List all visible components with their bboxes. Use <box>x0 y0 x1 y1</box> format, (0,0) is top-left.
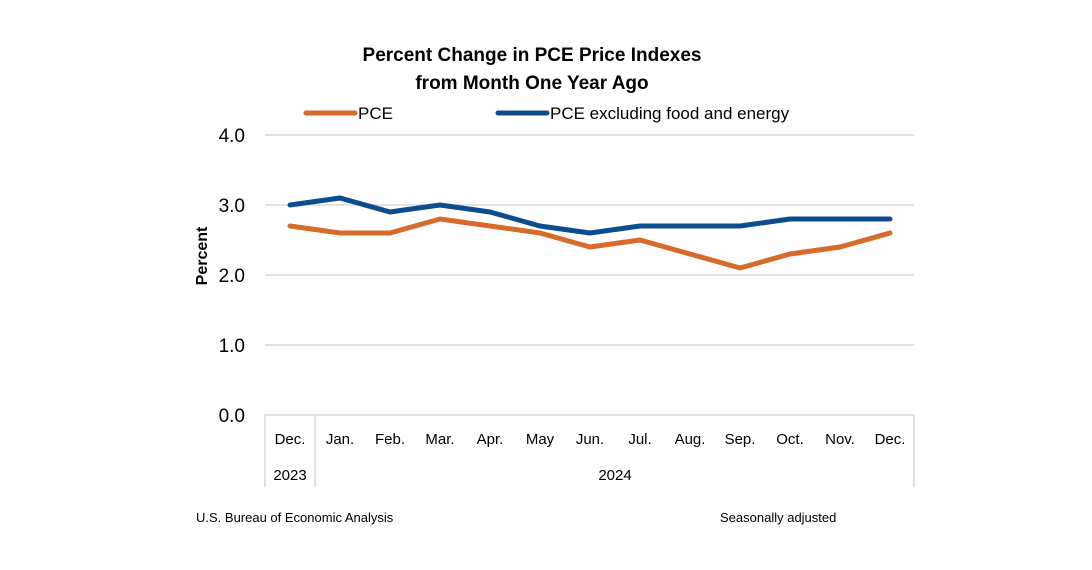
x-tick-label: May <box>526 431 555 448</box>
x-tick-label: Mar. <box>425 431 454 448</box>
year-label: 2023 <box>273 467 306 484</box>
x-tick-label: Sep. <box>725 431 756 448</box>
chart-title-line-1: Percent Change in PCE Price Indexes <box>363 45 702 66</box>
x-tick-label: Dec. <box>875 431 906 448</box>
series-line-pce <box>287 216 893 271</box>
y-tick-label: 0.0 <box>219 406 245 427</box>
legend-label-core-pce: PCE excluding food and energy <box>550 104 790 123</box>
y-axis-label: Percent <box>194 226 211 285</box>
y-tick-label: 4.0 <box>219 126 245 147</box>
chart-title-line-2: from Month One Year Ago <box>415 73 648 94</box>
x-tick-label: Jun. <box>576 431 604 448</box>
y-tick-label: 2.0 <box>219 266 245 287</box>
legend-label-pce: PCE <box>358 104 393 123</box>
legend: PCE PCE excluding food and energy <box>303 104 790 123</box>
gridlines <box>265 134 914 346</box>
x-tick-label: Aug. <box>675 431 706 448</box>
year-label: 2024 <box>598 467 631 484</box>
source-note: U.S. Bureau of Economic Analysis <box>196 510 394 525</box>
x-tick-label: Nov. <box>825 431 855 448</box>
x-tick-label: Feb. <box>375 431 405 448</box>
x-axis-frame <box>264 414 915 487</box>
x-tick-label: Jul. <box>628 431 651 448</box>
y-tick-label: 3.0 <box>219 196 245 217</box>
x-tick-label: Apr. <box>477 431 504 448</box>
y-tick-labels: 0.0 1.0 2.0 3.0 4.0 <box>219 126 245 427</box>
series-lines <box>287 195 893 271</box>
x-axis: 2023 2024 Dec. Jan. Feb. Mar. Apr. May Jun. Jul. A… <box>264 414 915 487</box>
x-tick-label: Dec. <box>275 431 306 448</box>
seasonal-note: Seasonally adjusted <box>720 510 836 525</box>
x-tick-label: Jan. <box>326 431 354 448</box>
series-line-core-pce <box>287 195 893 236</box>
y-tick-label: 1.0 <box>219 336 245 357</box>
x-tick-label: Oct. <box>776 431 804 448</box>
